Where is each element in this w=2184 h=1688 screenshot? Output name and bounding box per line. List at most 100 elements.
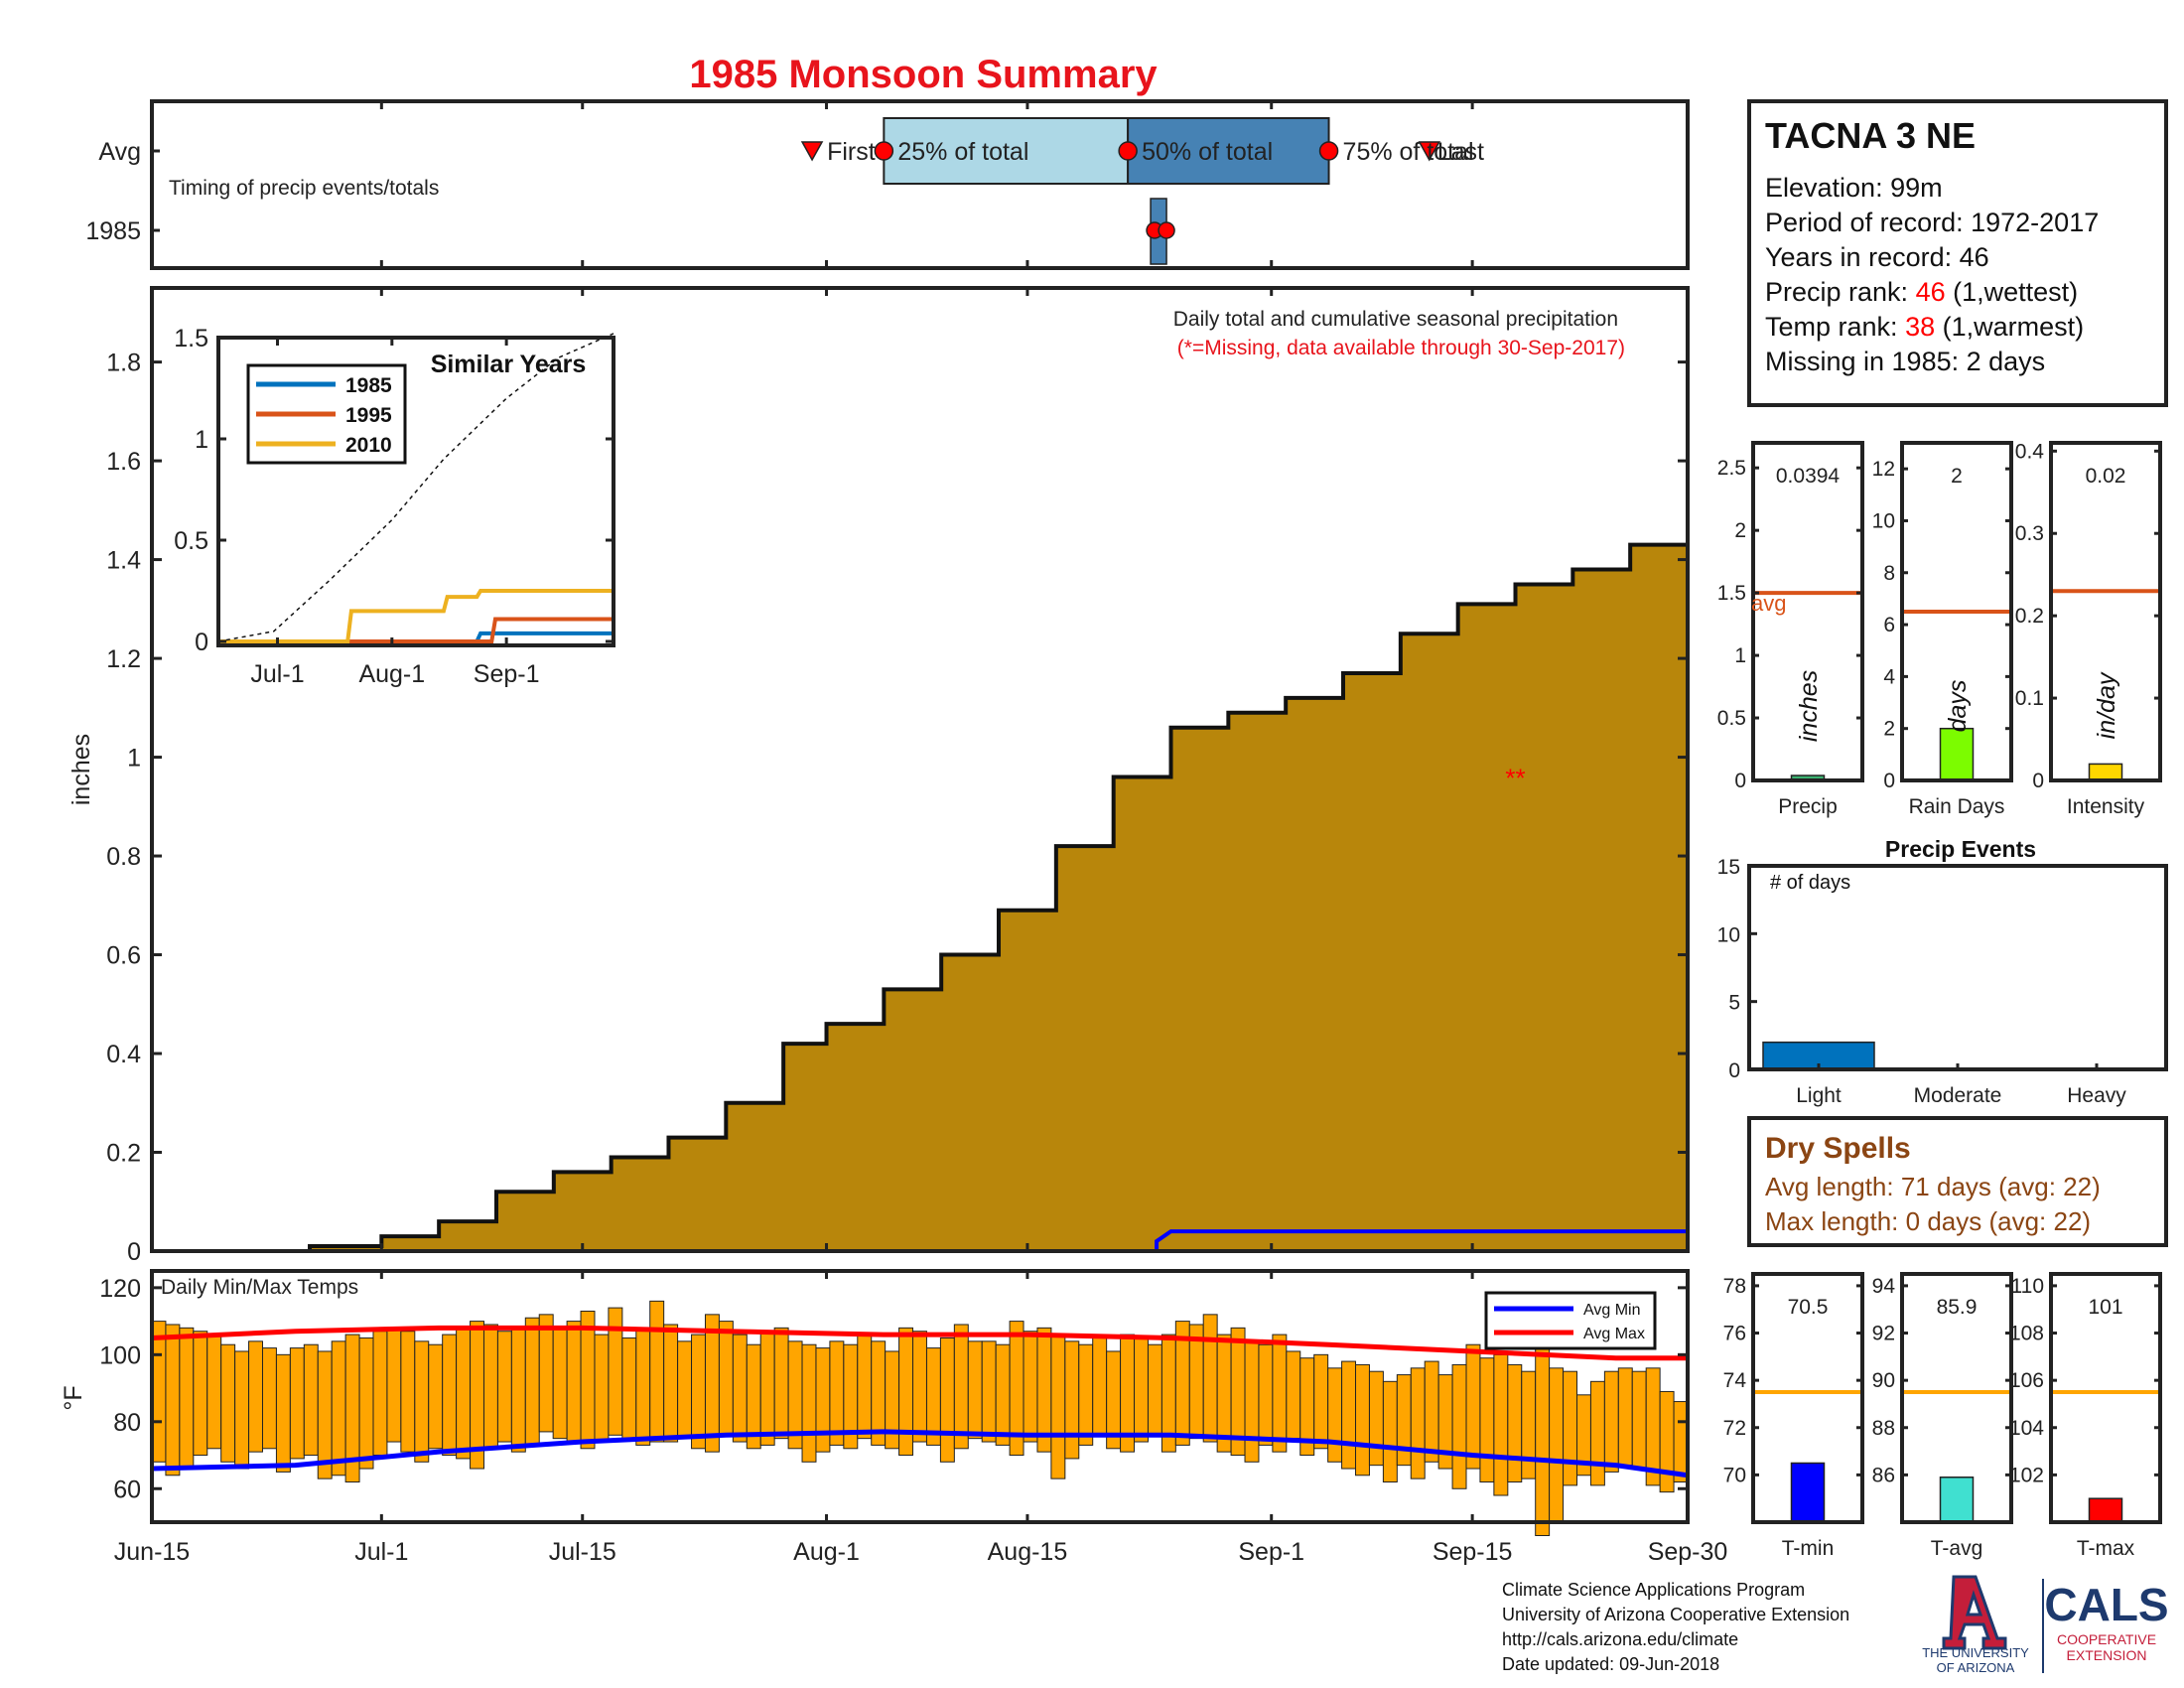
event-y-tick-label: 10: [1717, 923, 1740, 946]
rain-days-mini-bar: [1939, 727, 1975, 781]
tmin-mini-tick-label: 74: [1723, 1369, 1747, 1392]
daily-temp-bar: [857, 1334, 873, 1440]
tmin-mini-bar: [1790, 1462, 1826, 1523]
daily-temp-bar: [1424, 1360, 1439, 1463]
daily-temp-bar: [815, 1347, 831, 1453]
precip-y-axis: 0 0.2 0.4 0.6 0.8 1 1.2 1.4 1.6 1.8: [106, 350, 1688, 1266]
daily-temp-bar: [1258, 1343, 1274, 1446]
tmax-mini-label: T-max: [2077, 1537, 2135, 1560]
daily-temp-bar: [1341, 1360, 1357, 1470]
temp-y-axis: 60 80 100 120: [99, 1275, 1688, 1503]
station-temp-rank: Temp rank: 38 (1,warmest): [1765, 312, 2084, 342]
daily-temp-bar: [621, 1336, 637, 1440]
precip-mini-frame: [1751, 441, 1864, 782]
daily-temp-bar: [317, 1350, 333, 1479]
tmin-mini-frame: [1751, 1272, 1864, 1524]
daily-temp-bar: [193, 1331, 208, 1457]
precip-rank-label: Precip rank:: [1765, 277, 1916, 307]
daily-temp-bar: [456, 1327, 472, 1460]
daily-temp-bar: [1535, 1343, 1551, 1536]
temp-bars-group: [151, 1300, 1689, 1536]
date-x-axis: Jun-15 Jul-1 Jul-15 Aug-1 Aug-15 Sep-1 Sep-15 S…: [114, 101, 1728, 1566]
daily-temp-bar: [1479, 1357, 1495, 1483]
daily-temp-bar: [248, 1340, 263, 1453]
inset-y-tick-label: 0.5: [174, 527, 208, 555]
daily-temp-bar: [1313, 1353, 1329, 1450]
x-tick-label: Jul-15: [549, 1538, 616, 1566]
legend-label-2010: 2010: [345, 434, 392, 457]
timing-last-label: Last: [1437, 138, 1484, 166]
rain-days-mini-tick-label: 8: [1883, 562, 1895, 585]
precip-y-tick-label: 0: [127, 1238, 141, 1266]
precip-mini-panel: 0 0.5 1 1.5 2 2.5 0.0394 Precip inches avg: [1717, 441, 1864, 818]
precip-mini-value: 0.0394: [1776, 465, 1841, 488]
x-tick-label: Jun-15: [114, 1538, 190, 1566]
tmin-mini-tick-label: 76: [1723, 1323, 1746, 1345]
daily-temp-bar: [1659, 1390, 1675, 1493]
precip-mini-tick-label: 1.5: [1717, 582, 1746, 605]
cumulative-precip-area: [152, 519, 1690, 1253]
tavg-mini-panel: 86 88 90 92 94 85.9 T-avg: [1872, 1272, 2013, 1560]
daily-temp-bar: [677, 1340, 693, 1440]
inset-line-2010: [218, 589, 614, 643]
tmax-mini-tick-label: 106: [2009, 1369, 2044, 1392]
legend-label-1985: 1985: [345, 374, 392, 397]
daily-temp-bar: [1589, 1380, 1605, 1486]
timing-circle-marker: [874, 141, 894, 161]
daily-temp-bar: [663, 1324, 679, 1443]
daily-temp-bar: [635, 1327, 651, 1446]
temp-y-tick-label: 120: [99, 1275, 141, 1303]
rain-days-mini-tick-label: 12: [1872, 458, 1895, 481]
year-timing-circle: [1158, 221, 1175, 239]
daily-temp-bar: [1617, 1367, 1633, 1467]
precip-y-tick-label: 0.6: [106, 942, 141, 970]
timing-p50-label: 50% of total: [1142, 138, 1273, 166]
event-y-tick-label: 15: [1717, 856, 1740, 879]
daily-temp-bar: [524, 1317, 540, 1446]
daily-temp-bar: [1355, 1363, 1370, 1477]
temp-y-tick-label: 100: [99, 1341, 141, 1369]
daily-temp-bar: [1092, 1336, 1108, 1436]
inset-x-tick-label: Jul-1: [250, 660, 304, 688]
precip-mini-tick-label: 2.5: [1717, 457, 1746, 480]
temp-panel: 60 80 100 120 Daily Min/Max Temps °F Avg Mi…: [60, 1269, 1690, 1536]
daily-temp-bar: [1327, 1367, 1343, 1463]
tmax-mini-tick-label: 108: [2009, 1323, 2044, 1345]
daily-temp-bar: [275, 1353, 291, 1473]
daily-temp-bar: [496, 1331, 512, 1443]
timing-label-avg: Avg: [98, 138, 141, 166]
daily-temp-bar: [1202, 1314, 1218, 1443]
daily-temp-bar: [386, 1327, 402, 1443]
rain-days-mini-tick-label: 0: [1883, 770, 1895, 792]
footer-line-3: http://cals.arizona.edu/climate: [1502, 1629, 1738, 1649]
legend-label-avg-min: Avg Min: [1583, 1302, 1641, 1319]
precip-y-tick-label: 1.4: [106, 547, 141, 575]
daily-temp-bar: [773, 1327, 789, 1440]
timing-caption: Timing of precip events/totals: [169, 177, 439, 200]
mini-bar-panels: 0 0.5 1 1.5 2 2.5 0.0394 Precip inches avg 0 2 4 6 8 10…: [1717, 440, 2162, 1560]
tavg-mini-frame: [1900, 1272, 2013, 1524]
logo-ua-line-2: OF ARIZONA: [1937, 1660, 2015, 1675]
intensity-mini-tick-label: 0: [2032, 770, 2044, 792]
daily-temp-bar: [289, 1347, 305, 1460]
timing-p75-label: 75% of total: [1343, 138, 1474, 166]
x-tick-label: Jul-1: [354, 1538, 408, 1566]
tavg-mini-tick-label: 86: [1872, 1464, 1895, 1486]
temp-rank-value: 38: [1905, 312, 1935, 342]
timing-triangle-marker: [1418, 141, 1441, 162]
daily-temp-bar: [220, 1343, 236, 1463]
tmax-mini-value: 101: [2088, 1296, 2122, 1319]
station-name: TACNA 3 NE: [1765, 115, 1976, 156]
daily-temp-bar: [1493, 1353, 1509, 1496]
daily-temp-bar: [759, 1331, 775, 1446]
x-tick-label: Sep-30: [1648, 1538, 1728, 1566]
daily-temp-bar: [428, 1343, 444, 1450]
university-a-logo-icon: [1942, 1575, 2007, 1650]
precip-mini-tick-label: 1: [1734, 644, 1746, 667]
daily-temp-bar: [1134, 1336, 1149, 1443]
legend-label-1995: 1995: [345, 404, 392, 427]
daily-temp-bar: [414, 1340, 430, 1463]
daily-temp-bar: [482, 1324, 498, 1450]
station-info-box: TACNA 3 NE Elevation: 99m Period of reco…: [1747, 99, 2168, 407]
x-tick-label: Sep-1: [1238, 1538, 1304, 1566]
